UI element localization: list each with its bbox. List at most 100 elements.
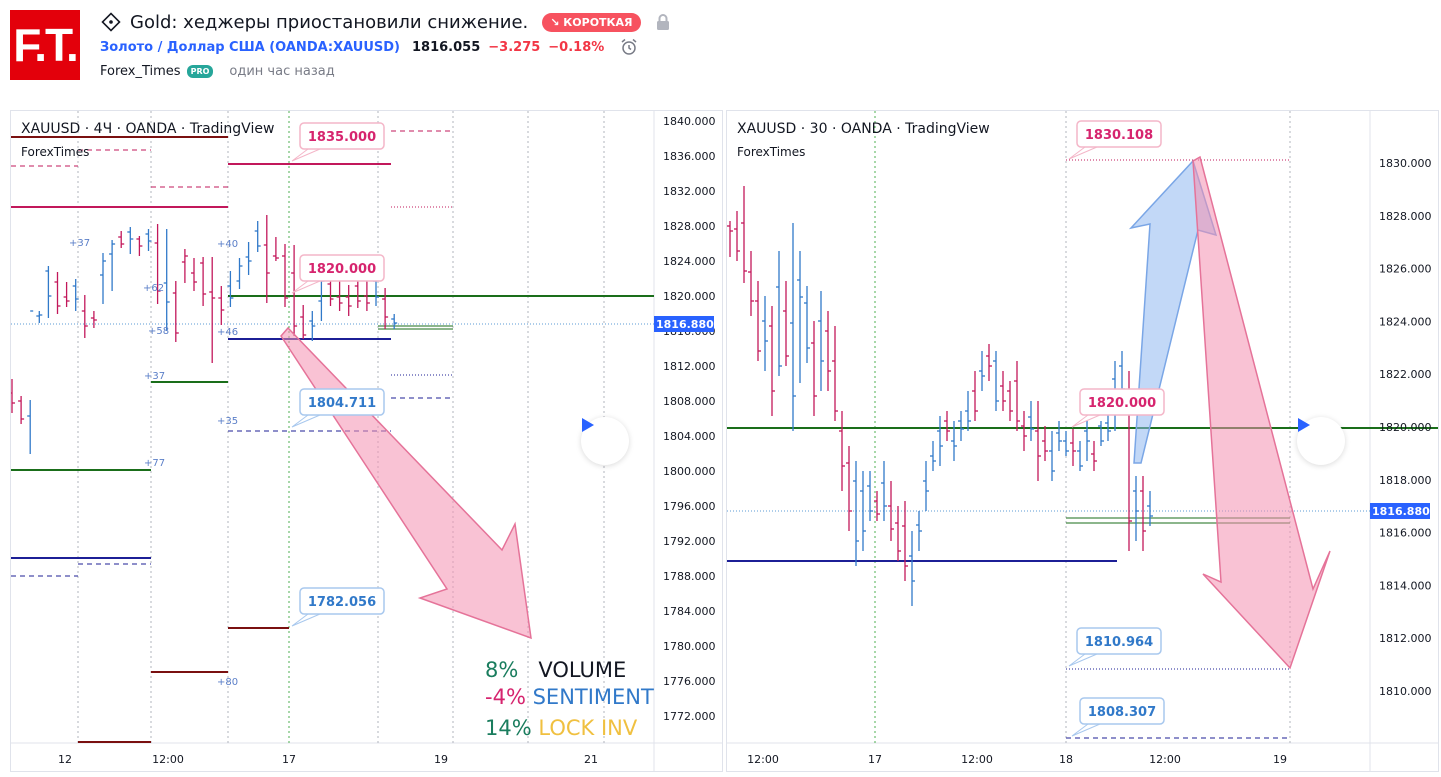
price-callout: 1820.000 (291, 254, 385, 294)
callout-text: 1830.108 (1085, 128, 1153, 143)
left-chart-watermark: ForexTimes (21, 145, 90, 159)
legend-pct: 8% (485, 658, 519, 682)
x-tick-label: 18 (1059, 753, 1073, 766)
y-tick-label: 1836.000 (663, 150, 716, 163)
short-badge-text: КОРОТКАЯ (563, 15, 633, 29)
callout-pointer (1071, 723, 1101, 737)
callout-box (299, 122, 385, 150)
idea-title[interactable]: Gold: хеджеры приостановили снижение. (130, 11, 529, 33)
legend-pct: -4% (485, 685, 526, 709)
left-chart-title: XAUUSD · 4Ч · OANDA · TradingView (21, 121, 275, 137)
right-play-button[interactable] (1297, 417, 1345, 465)
symbol-price: 1816.055 (412, 39, 481, 55)
y-tick-label: 1810.000 (1379, 685, 1432, 698)
x-tick-label: 17 (868, 753, 882, 766)
y-tick-label: 1814.000 (1379, 579, 1432, 592)
alarm-clock-icon[interactable] (620, 38, 638, 56)
level-offset-label: +62 (143, 283, 164, 294)
author-name[interactable]: Forex_Times (100, 64, 181, 79)
y-tick-label: 1788.000 (663, 570, 716, 583)
y-tick-label: 1818.000 (1379, 474, 1432, 487)
callout-box (299, 388, 385, 416)
callout-pointer (291, 280, 321, 294)
y-tick-label: 1776.000 (663, 675, 716, 688)
callout-pointer (1068, 653, 1098, 667)
level-offset-label: +80 (217, 677, 238, 688)
price-callout: 1835.000 (291, 122, 385, 162)
right-chart[interactable]: 1830.000 1828.000 1826.000 1824.000 1822.000… (726, 110, 1439, 772)
y-tick-label: 1824.000 (1379, 315, 1432, 328)
callout-pointer (291, 148, 321, 162)
x-tick-label: 12:00 (961, 753, 993, 766)
y-tick-label: 1784.000 (663, 605, 716, 618)
price-callout: 1782.056 (291, 587, 385, 627)
legend-pct: 14% (485, 716, 532, 740)
callout-pointer (291, 613, 321, 627)
play-icon (582, 418, 594, 432)
level-offset-label: +35 (217, 416, 238, 427)
callout-box (299, 254, 385, 282)
callout-box (299, 587, 385, 615)
legend-label: VOLUME (538, 658, 627, 682)
symbol-change: −3.275 (488, 39, 541, 55)
play-icon (1298, 418, 1310, 432)
callout-text: 1808.307 (1088, 705, 1156, 720)
y-tick-label: 1812.000 (1379, 632, 1432, 645)
right-chart-canvas[interactable]: 1830.000 1828.000 1826.000 1824.000 1822.000… (727, 111, 1439, 772)
callout-pointer (1071, 414, 1101, 428)
publish-time: один час назад (229, 64, 335, 79)
legend-label: SENTIMENT (532, 685, 654, 709)
left-chart-canvas[interactable]: 1840.000 1836.000 1832.000 1828.000 1824.000… (11, 111, 723, 772)
y-tick-label: 1804.000 (663, 430, 716, 443)
level-offset-label: +58 (148, 326, 169, 337)
callout-box (1076, 627, 1162, 655)
y-tick-label: 1812.000 (663, 360, 716, 373)
x-tick-label: 17 (282, 753, 296, 766)
x-tick-label: 12 (58, 753, 72, 766)
forex-times-logo[interactable]: F.T. (10, 10, 80, 80)
right-chart-title: XAUUSD · 30 · OANDA · TradingView (737, 121, 990, 137)
callout-box (1079, 697, 1165, 725)
legend-row: -4% SENTIMENT (485, 684, 654, 711)
y-tick-label: 1822.000 (1379, 368, 1432, 381)
legend-label: LOCK INV (538, 716, 638, 740)
idea-header: F.T. Gold: хеджеры приостановили снижени… (0, 0, 1441, 100)
idea-icon (101, 12, 121, 32)
callout-box (1076, 120, 1162, 148)
y-tick-label: 1796.000 (663, 500, 716, 513)
callout-box (1079, 388, 1165, 416)
y-tick-label: 1828.000 (1379, 210, 1432, 223)
x-tick-label: 19 (1273, 753, 1287, 766)
legend-row: 8% VOLUME (485, 657, 654, 684)
y-tick-label: 1826.000 (1379, 263, 1432, 276)
short-badge: ↘ КОРОТКАЯ (542, 12, 641, 32)
callout-text: 1810.964 (1085, 635, 1153, 650)
x-tick-label: 12:00 (152, 753, 184, 766)
y-tick-label: 1820.000 (1379, 421, 1432, 434)
current-price-label: 1816.880 (656, 318, 714, 331)
callout-text: 1835.000 (308, 130, 376, 145)
y-tick-label: 1830.000 (1379, 157, 1432, 170)
y-tick-label: 1792.000 (663, 535, 716, 548)
callout-pointer (1068, 146, 1098, 160)
price-callout: 1830.108 (1068, 120, 1162, 160)
symbol-link[interactable]: Золото / Доллар США (OANDA:XAUUSD) (100, 39, 400, 55)
lock-icon (656, 14, 669, 30)
callout-text: 1820.000 (308, 262, 376, 277)
left-play-button[interactable] (581, 417, 629, 465)
price-callout: 1810.964 (1068, 627, 1162, 667)
x-tick-label: 21 (584, 753, 598, 766)
y-tick-label: 1780.000 (663, 640, 716, 653)
author-row: Forex_Times PRO один час назад (100, 64, 335, 79)
level-offset-label: +40 (217, 239, 238, 250)
level-offset-label: +46 (217, 327, 238, 338)
level-offset-label: +37 (69, 238, 90, 249)
x-tick-label: 19 (434, 753, 448, 766)
title-row: Gold: хеджеры приостановили снижение. ↘ … (100, 9, 671, 35)
y-tick-label: 1832.000 (663, 185, 716, 198)
legend-block: 8% VOLUME -4% SENTIMENT 14% LOCK INV (485, 657, 654, 742)
symbol-change-pct: −0.18% (548, 39, 605, 55)
y-tick-label: 1772.000 (663, 710, 716, 723)
left-chart[interactable]: 1840.000 1836.000 1832.000 1828.000 1824.000… (10, 110, 723, 772)
callout-text: 1820.000 (1088, 396, 1156, 411)
